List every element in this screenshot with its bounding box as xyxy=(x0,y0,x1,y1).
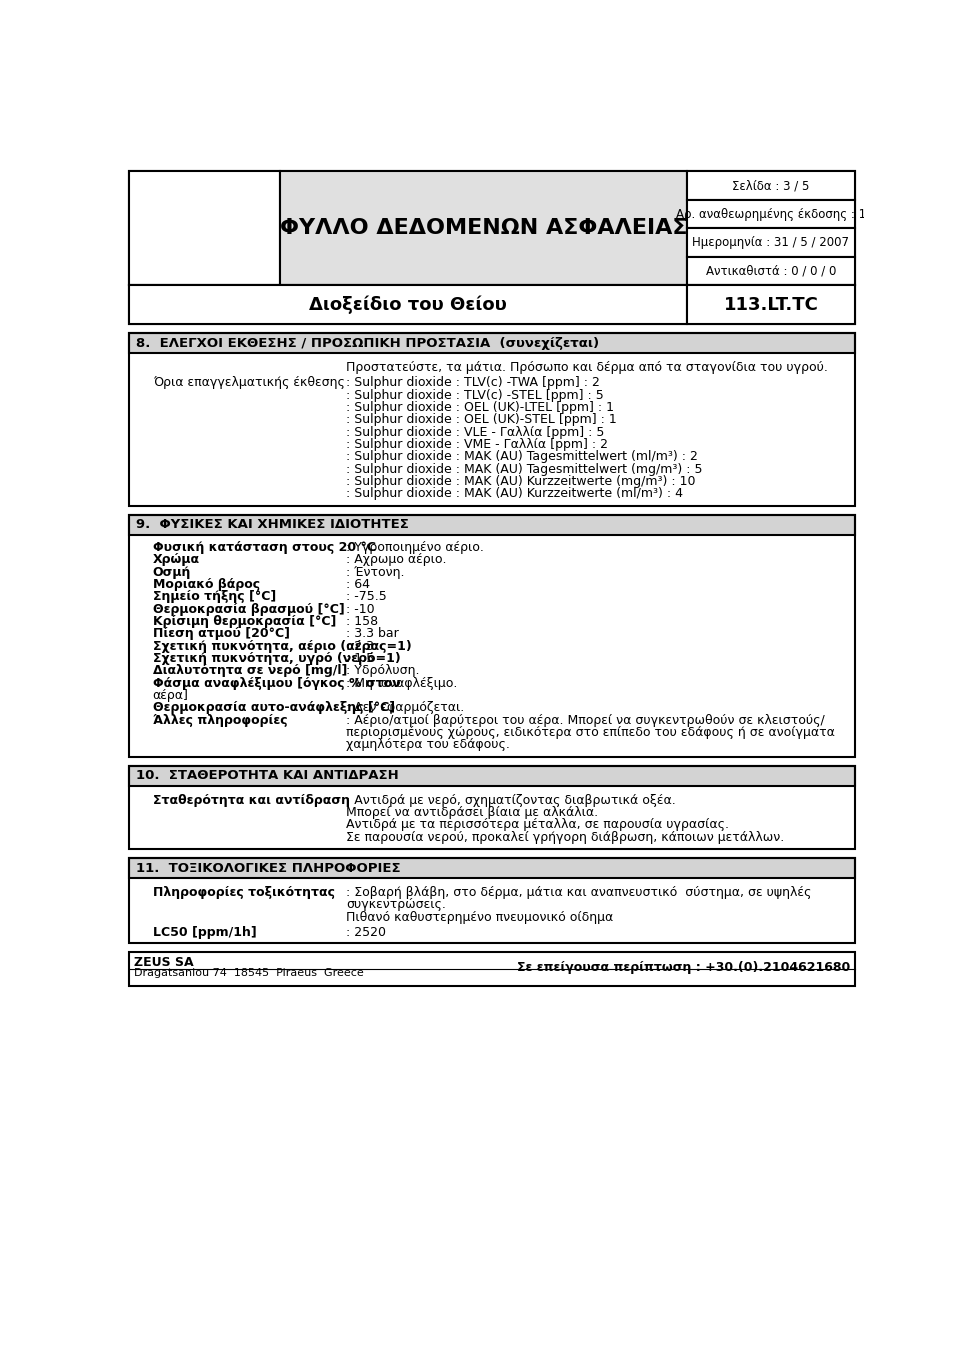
Text: Φυσική κατάσταση στους 20 °C: Φυσική κατάσταση στους 20 °C xyxy=(153,541,375,554)
Text: Ημερομηνία : 31 / 5 / 2007: Ημερομηνία : 31 / 5 / 2007 xyxy=(692,236,850,250)
Text: Σε επείγουσα περίπτωση : +30.(0).2104621680: Σε επείγουσα περίπτωση : +30.(0).2104621… xyxy=(516,961,850,975)
Text: : Sulphur dioxide : VLE - Γαλλία [ppm] : 5: : Sulphur dioxide : VLE - Γαλλία [ppm] :… xyxy=(347,426,605,438)
Text: Οσμή: Οσμή xyxy=(153,565,191,579)
Text: : Sulphur dioxide : MAK (AU) Tagesmittelwert (mg/m³) : 5: : Sulphur dioxide : MAK (AU) Tagesmittel… xyxy=(347,463,703,475)
Text: συγκεντρώσεις.: συγκεντρώσεις. xyxy=(347,898,446,912)
Bar xyxy=(130,515,854,535)
Bar xyxy=(130,766,854,786)
Bar xyxy=(130,766,854,849)
Text: Αντιδρά με τα περισσότερα μέταλλα, σε παρουσία υγρασίας.: Αντιδρά με τα περισσότερα μέταλλα, σε πα… xyxy=(347,818,730,831)
Text: 10.  ΣΤΑΘΕΡΟΤΗΤΑ ΚΑΙ ΑΝΤΙΔΡΑΣΗ: 10. ΣΤΑΘΕΡΟΤΗΤΑ ΚΑΙ ΑΝΤΙΔΡΑΣΗ xyxy=(135,770,398,782)
Text: : 2.3: : 2.3 xyxy=(347,640,374,652)
Text: Θερμοκρασία αυτο-ανάφλεξης [°C]: Θερμοκρασία αυτο-ανάφλεξης [°C] xyxy=(153,702,395,714)
Text: Χρώμα: Χρώμα xyxy=(153,553,200,566)
Text: αέρα]: αέρα] xyxy=(153,689,188,702)
Text: Θερμοκρασία βρασμού [°C]: Θερμοκρασία βρασμού [°C] xyxy=(153,603,345,616)
Text: Όρια επαγγελματικής έκθεσης: Όρια επαγγελματικής έκθεσης xyxy=(153,377,345,389)
Text: : 158: : 158 xyxy=(347,616,378,628)
Text: : Sulphur dioxide : TLV(c) -TWA [ppm] : 2: : Sulphur dioxide : TLV(c) -TWA [ppm] : … xyxy=(347,377,600,389)
Text: Μοριακό βάρος: Μοριακό βάρος xyxy=(153,577,259,591)
Bar xyxy=(687,201,854,228)
Bar xyxy=(687,285,854,324)
Text: : Sulphur dioxide : VME - Γαλλία [ppm] : 2: : Sulphur dioxide : VME - Γαλλία [ppm] :… xyxy=(347,438,609,450)
Text: Dragatsaniou 74  18545  Piraeus  Greece: Dragatsaniou 74 18545 Piraeus Greece xyxy=(134,968,364,979)
Text: ΦΥΛΛΟ ΔΕΔΟΜΕΝΩΝ ΑΣΦΑΛΕΙΑΣ: ΦΥΛΛΟ ΔΕΔΟΜΕΝΩΝ ΑΣΦΑΛΕΙΑΣ xyxy=(280,218,687,239)
Text: : Sulphur dioxide : OEL (UK)-LTEL [ppm] : 1: : Sulphur dioxide : OEL (UK)-LTEL [ppm] … xyxy=(347,401,614,414)
Text: Μπορεί να αντιδράσει βίαια με αλκάλια.: Μπορεί να αντιδράσει βίαια με αλκάλια. xyxy=(347,805,598,819)
Text: : Αέριο/ατμοί βαρύτεροι του αέρα. Μπορεί να συγκεντρωθούν σε κλειστούς/: : Αέριο/ατμοί βαρύτεροι του αέρα. Μπορεί… xyxy=(347,714,825,726)
Text: : Sulphur dioxide : MAK (AU) Kurzzeitwerte (ml/m³) : 4: : Sulphur dioxide : MAK (AU) Kurzzeitwer… xyxy=(347,487,684,500)
Text: Σχετική πυκνότητα, αέριο (αέρας=1): Σχετική πυκνότητα, αέριο (αέρας=1) xyxy=(153,640,411,652)
Text: : 64: : 64 xyxy=(347,577,371,591)
Text: : -75.5: : -75.5 xyxy=(347,591,387,603)
Text: Άλλες πληροφορίες: Άλλες πληροφορίες xyxy=(153,714,287,726)
Text: : -10: : -10 xyxy=(347,603,375,616)
Text: : Sulphur dioxide : TLV(c) -STEL [ppm] : 5: : Sulphur dioxide : TLV(c) -STEL [ppm] :… xyxy=(347,389,604,401)
Text: : Υδρόλυση.: : Υδρόλυση. xyxy=(347,665,420,677)
Text: Σταθερότητα και αντίδραση: Σταθερότητα και αντίδραση xyxy=(153,793,349,807)
Bar xyxy=(130,515,854,756)
Text: : 3.3 bar: : 3.3 bar xyxy=(347,628,399,640)
Text: : Δεν εφαρμόζεται.: : Δεν εφαρμόζεται. xyxy=(347,702,465,714)
Text: 8.  ΕΛΕΓΧΟΙ ΕΚΘΕΣΗΣ / ΠΡΟΣΩΠΙΚΗ ΠΡΟΣΤΑΣΙΑ  (συνεχίζεται): 8. ΕΛΕΓΧΟΙ ΕΚΘΕΣΗΣ / ΠΡΟΣΩΠΙΚΗ ΠΡΟΣΤΑΣΙΑ… xyxy=(135,337,599,349)
Bar xyxy=(280,172,687,285)
Bar xyxy=(130,859,854,943)
Bar xyxy=(130,172,854,285)
Text: : Sulphur dioxide : OEL (UK)-STEL [ppm] : 1: : Sulphur dioxide : OEL (UK)-STEL [ppm] … xyxy=(347,414,617,426)
Bar xyxy=(130,859,854,878)
Text: : 1.5: : 1.5 xyxy=(347,652,374,665)
Text: : Υγροποιημένο αέριο.: : Υγροποιημένο αέριο. xyxy=(347,541,484,554)
Text: Αρ. αναθεωρημένης έκδοσης : 1: Αρ. αναθεωρημένης έκδοσης : 1 xyxy=(676,207,866,221)
Text: : Σοβαρή βλάβη, στο δέρμα, μάτια και αναπνευστικό  σύστημα, σε υψηλές: : Σοβαρή βλάβη, στο δέρμα, μάτια και ανα… xyxy=(347,886,811,900)
Bar xyxy=(130,172,280,285)
Bar xyxy=(130,285,687,324)
Bar xyxy=(130,333,854,505)
Text: Πληροφορίες τοξικότητας: Πληροφορίες τοξικότητας xyxy=(153,886,334,900)
Bar xyxy=(687,257,854,285)
Text: Φάσμα αναφλέξιμου [όγκος % στον: Φάσμα αναφλέξιμου [όγκος % στον xyxy=(153,677,400,689)
Text: : Αχρωμο αέριο.: : Αχρωμο αέριο. xyxy=(347,553,446,566)
Text: Προστατεύστε, τα μάτια. Πρόσωπο και δέρμα από τα σταγονίδια του υγρού.: Προστατεύστε, τα μάτια. Πρόσωπο και δέρμ… xyxy=(347,360,828,374)
Text: Πίεση ατμού [20°C]: Πίεση ατμού [20°C] xyxy=(153,628,290,640)
Text: LC50 [ppm/1h]: LC50 [ppm/1h] xyxy=(153,925,256,939)
Bar xyxy=(130,285,854,324)
Text: Διαλυτότητα σε νερό [mg/l]: Διαλυτότητα σε νερό [mg/l] xyxy=(153,665,347,677)
Text: χαμηλότερα του εδάφους.: χαμηλότερα του εδάφους. xyxy=(347,738,510,751)
Text: Σχετική πυκνότητα, υγρό (νερό=1): Σχετική πυκνότητα, υγρό (νερό=1) xyxy=(153,652,400,665)
Text: : Αντιδρά με νερό, σχηματίζοντας διαβρωτικά οξέα.: : Αντιδρά με νερό, σχηματίζοντας διαβρωτ… xyxy=(347,793,676,807)
Text: Διοξείδιο του Θείου: Διοξείδιο του Θείου xyxy=(309,295,507,314)
Text: Σημείο τήξης [°C]: Σημείο τήξης [°C] xyxy=(153,591,276,603)
Text: 11.  ΤΟΞΙΚΟΛΟΓΙΚΕΣ ΠΛΗΡΟΦΟΡΙΕΣ: 11. ΤΟΞΙΚΟΛΟΓΙΚΕΣ ΠΛΗΡΟΦΟΡΙΕΣ xyxy=(135,861,400,875)
Text: ZEUS SA: ZEUS SA xyxy=(134,955,194,969)
Text: : Sulphur dioxide : MAK (AU) Kurzzeitwerte (mg/m³) : 10: : Sulphur dioxide : MAK (AU) Kurzzeitwer… xyxy=(347,475,696,487)
Text: Σε παρουσία νερού, προκαλεί γρήγορη διάβρωση, κάποιων μετάλλων.: Σε παρουσία νερού, προκαλεί γρήγορη διάβ… xyxy=(347,831,784,844)
Text: Πιθανό καθυστερημένο πνευμονικό οίδημα: Πιθανό καθυστερημένο πνευμονικό οίδημα xyxy=(347,910,613,924)
Text: : Έντονη.: : Έντονη. xyxy=(347,565,405,579)
Bar xyxy=(687,228,854,257)
Text: Αντικαθιστά : 0 / 0 / 0: Αντικαθιστά : 0 / 0 / 0 xyxy=(706,265,836,277)
Bar xyxy=(687,172,854,201)
Text: : Sulphur dioxide : MAK (AU) Tagesmittelwert (ml/m³) : 2: : Sulphur dioxide : MAK (AU) Tagesmittel… xyxy=(347,450,698,463)
Bar xyxy=(130,333,854,354)
Text: 113.LT.TC: 113.LT.TC xyxy=(724,296,819,314)
Bar xyxy=(130,953,854,986)
Text: 9.  ΦΥΣΙΚΕΣ ΚΑΙ ΧΗΜΙΚΕΣ ΙΔΙΟΤΗΤΕΣ: 9. ΦΥΣΙΚΕΣ ΚΑΙ ΧΗΜΙΚΕΣ ΙΔΙΟΤΗΤΕΣ xyxy=(135,519,408,531)
Text: Κρίσιμη θερμοκρασία [°C]: Κρίσιμη θερμοκρασία [°C] xyxy=(153,616,336,628)
Text: : 2520: : 2520 xyxy=(347,925,386,939)
Text: περιορισμένους χώρους, ειδικότερα στο επίπεδο του εδάφους ή σε ανοίγματα: περιορισμένους χώρους, ειδικότερα στο επ… xyxy=(347,726,835,738)
Text: : Μη  αναφλέξιμο.: : Μη αναφλέξιμο. xyxy=(347,677,458,689)
Text: Σελίδα : 3 / 5: Σελίδα : 3 / 5 xyxy=(732,179,809,192)
